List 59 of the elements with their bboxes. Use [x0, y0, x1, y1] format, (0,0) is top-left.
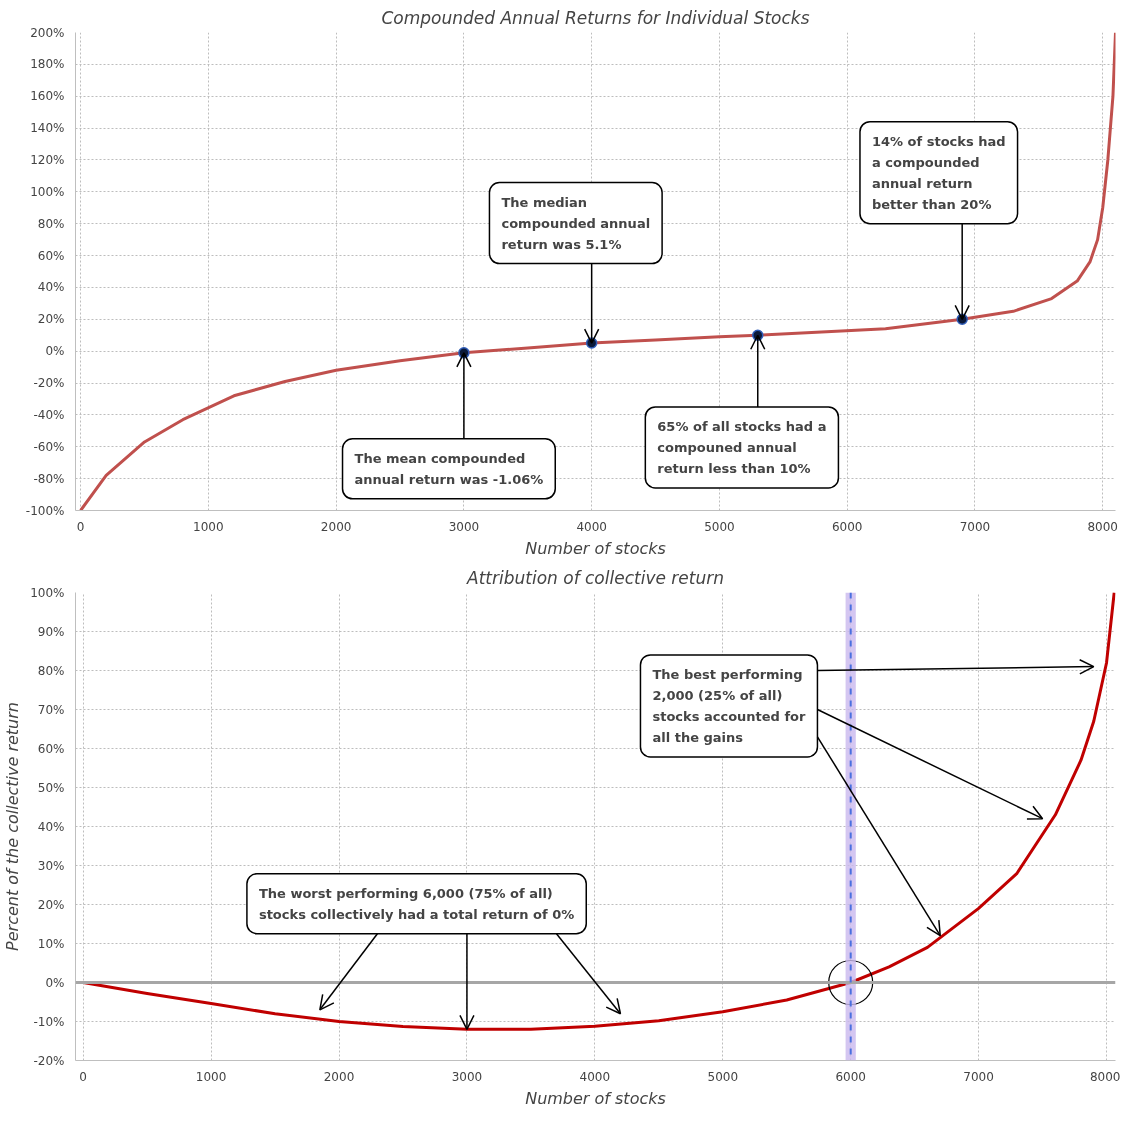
x-tick-label: 4000 [576, 519, 607, 534]
y-tick-label: -80% [33, 471, 65, 486]
y-tick-label: 140% [30, 121, 65, 136]
x-tick-label: 3000 [451, 1069, 483, 1084]
y-tick-label: 0% [45, 344, 65, 359]
annotation: The median compounded annual return was 5.1% [501, 194, 651, 252]
x-axis-title: Number of stocks [525, 1088, 666, 1108]
x-tick-label: 3000 [448, 519, 480, 534]
y-tick-label: -40% [33, 407, 65, 422]
annotation: 14% of stocks had a compounded annual return better than 20% [871, 133, 1006, 212]
x-tick-label: 0 [79, 1069, 87, 1084]
x-tick-label: 0 [76, 519, 85, 534]
y-tick-label: 200% [30, 25, 65, 40]
chart-title: Compounded Annual Returns for Individual Stocks [381, 7, 810, 28]
x-tick-label: 1000 [195, 1069, 227, 1084]
y-tick-label: 180% [30, 57, 65, 72]
y-tick-label: -20% [33, 376, 65, 391]
y-tick-label: 50% [37, 780, 65, 795]
x-tick-label: 7000 [963, 1069, 994, 1084]
x-tick-label: 6000 [831, 519, 863, 534]
y-tick-label: -20% [33, 1053, 65, 1068]
x-tick-label: 7000 [959, 519, 991, 534]
x-tick-label: 8000 [1089, 1069, 1121, 1084]
x-tick-label: 8000 [1087, 519, 1118, 534]
y-tick-label: 70% [37, 702, 65, 717]
y-tick-label: 60% [37, 741, 65, 756]
x-tick-label: 6000 [835, 1069, 866, 1084]
y-tick-label: -100% [25, 503, 65, 518]
annotation: The worst performing 6,000 (75% of all) stocks collectively had a total return of 0% [258, 885, 575, 922]
chart-title: Attribution of collective return [466, 567, 724, 588]
annotation: The best performing 2,000 (25% of all) stocks accounted for all the gains [652, 666, 807, 745]
y-tick-label: 160% [30, 89, 65, 104]
y-tick-label: -60% [33, 439, 65, 454]
y-tick-label: 30% [37, 858, 65, 873]
y-tick-label: 120% [30, 152, 65, 167]
x-tick-label: 5000 [704, 519, 735, 534]
y-tick-label: 80% [37, 663, 65, 678]
y-tick-label: 90% [37, 624, 65, 639]
x-tick-label: 2000 [323, 1069, 355, 1084]
x-tick-label: 2000 [320, 519, 352, 534]
y-tick-label: 80% [37, 216, 65, 231]
y-tick-label: 0% [45, 975, 65, 990]
x-tick-label: 1000 [193, 519, 224, 534]
y-tick-label: 20% [37, 312, 65, 327]
annotation: The mean compounded annual return was -1.06% [354, 450, 544, 487]
y-tick-label: 40% [37, 819, 65, 834]
y-axis-title: Percent of the collective return [3, 702, 23, 951]
annotation: 65% of all stocks had a compouned annual return less than 10% [657, 418, 827, 476]
y-tick-label: 60% [37, 248, 65, 263]
x-axis-title: Number of stocks [525, 538, 666, 558]
y-tick-label: 20% [37, 897, 65, 912]
y-tick-label: 100% [30, 184, 65, 199]
x-tick-label: 4000 [579, 1069, 611, 1084]
y-tick-label: 40% [37, 280, 65, 295]
y-tick-label: 10% [37, 936, 65, 951]
y-tick-label: 100% [30, 585, 65, 600]
y-tick-label: -10% [33, 1014, 65, 1029]
line-series [79, 32, 1116, 511]
x-tick-label: 5000 [707, 1069, 739, 1084]
